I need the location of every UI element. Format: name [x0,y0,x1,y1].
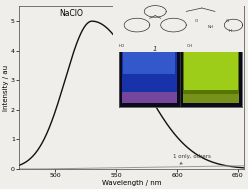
Text: NaClO: NaClO [59,9,83,18]
Text: 1 only, others: 1 only, others [173,154,211,164]
X-axis label: Wavelength / nm: Wavelength / nm [102,180,161,186]
Y-axis label: Intensity / au: Intensity / au [3,65,9,111]
